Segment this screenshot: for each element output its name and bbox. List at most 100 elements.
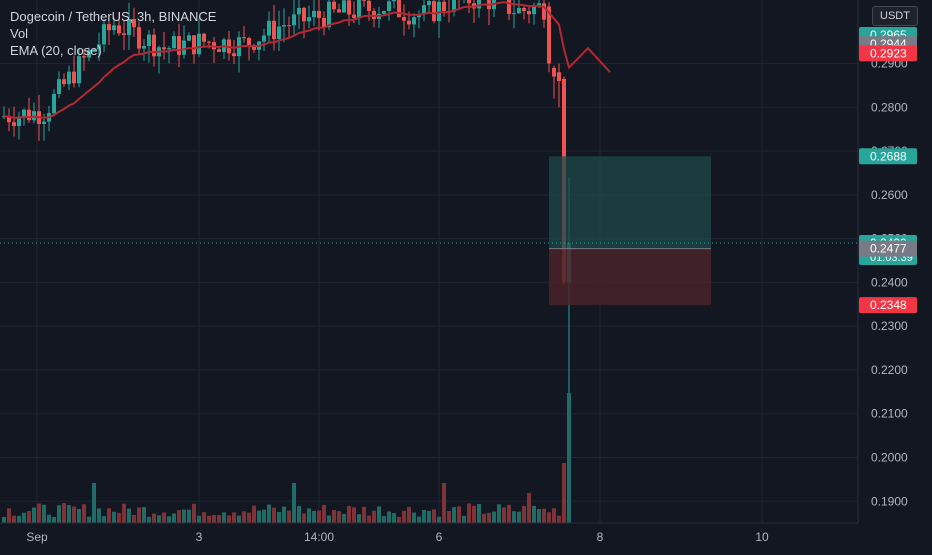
candle-up xyxy=(357,0,361,18)
y-tick-label: 0.2000 xyxy=(871,451,908,465)
volume-indicator-label[interactable]: Vol xyxy=(10,26,29,41)
candle-down xyxy=(372,10,376,19)
volume-bar xyxy=(157,515,161,523)
volume-bar xyxy=(557,515,561,523)
candle-up xyxy=(512,13,516,15)
volume-bar xyxy=(527,493,531,523)
volume-bars xyxy=(2,393,571,523)
candle-up xyxy=(327,1,331,28)
volume-bar xyxy=(232,512,236,523)
candle-down xyxy=(162,47,166,50)
price-tag-box xyxy=(859,240,917,257)
volume-bar xyxy=(367,515,371,523)
price-tag-box xyxy=(859,45,917,62)
volume-bar xyxy=(127,508,131,523)
candle-down xyxy=(557,72,561,81)
volume-bar xyxy=(552,508,556,523)
candle-up xyxy=(57,79,61,94)
volume-bar xyxy=(147,516,151,523)
volume-bar xyxy=(452,507,456,523)
y-tick-label: 0.1900 xyxy=(871,494,908,508)
volume-bar xyxy=(467,503,471,523)
candle-down xyxy=(397,0,401,18)
y-tick-label: 0.2100 xyxy=(871,407,908,421)
candle-down xyxy=(217,49,221,52)
volume-bar xyxy=(567,393,571,523)
currency-unit-button[interactable]: USDT xyxy=(872,6,918,26)
candle-up xyxy=(112,25,116,31)
volume-bar xyxy=(217,514,221,523)
volume-bar xyxy=(277,511,281,523)
candle-up xyxy=(262,35,266,42)
candle-up xyxy=(342,0,346,13)
x-tick-label: 10 xyxy=(755,530,769,544)
candle-up xyxy=(292,14,296,26)
candle-down xyxy=(247,38,251,46)
candle-up xyxy=(382,11,386,14)
candle-down xyxy=(442,1,446,11)
volume-bar xyxy=(502,507,506,523)
volume-bar xyxy=(332,510,336,523)
volume-bar xyxy=(512,511,516,523)
volume-bar xyxy=(357,514,361,523)
volume-bar xyxy=(172,513,176,523)
volume-bar xyxy=(537,508,541,523)
candle-down xyxy=(317,10,321,18)
candle-up xyxy=(427,1,431,6)
ema-indicator-label[interactable]: EMA (20, close) xyxy=(10,43,102,58)
candle-down xyxy=(252,45,256,50)
candle-down xyxy=(137,27,141,49)
candle-up xyxy=(142,46,146,49)
position-stop-zone xyxy=(549,248,711,306)
volume-bar xyxy=(457,506,461,523)
x-tick-label: 6 xyxy=(436,530,443,544)
volume-bar xyxy=(377,506,381,523)
grid-lines xyxy=(0,0,858,523)
volume-bar xyxy=(297,506,301,523)
volume-bar xyxy=(517,511,521,523)
volume-bar xyxy=(182,509,186,523)
candle-up xyxy=(52,93,56,114)
x-tick-label: 14:00 xyxy=(304,530,334,544)
candle-up xyxy=(172,36,176,49)
volume-bar xyxy=(352,507,356,523)
candle-down xyxy=(272,20,276,39)
candle-down xyxy=(542,3,546,20)
candle-up xyxy=(182,40,186,55)
volume-bar xyxy=(292,483,296,523)
volume-bar xyxy=(312,510,316,523)
volume-bar xyxy=(362,506,366,523)
volume-bar xyxy=(32,507,36,523)
volume-bar xyxy=(407,506,411,523)
volume-bar xyxy=(22,512,26,523)
candle-down xyxy=(7,116,11,123)
candle-up xyxy=(22,109,26,117)
volume-bar xyxy=(387,511,391,523)
volume-bar xyxy=(447,510,451,523)
volume-bar xyxy=(507,504,511,523)
candle-up xyxy=(67,71,71,85)
volume-bar xyxy=(402,510,406,523)
candle-down xyxy=(337,9,341,13)
y-tick-label: 0.2200 xyxy=(871,363,908,377)
candle-up xyxy=(392,0,396,2)
volume-bar xyxy=(412,512,416,523)
candle-down xyxy=(202,33,206,42)
volume-bar xyxy=(247,512,251,523)
volume-bar xyxy=(532,505,536,523)
candle-down xyxy=(302,7,306,22)
volume-bar xyxy=(472,505,476,523)
volume-bar xyxy=(72,506,76,523)
volume-bar xyxy=(522,505,526,523)
volume-bar xyxy=(202,512,206,523)
symbol-title[interactable]: Dogecoin / TetherUS, 3h, BINANCE xyxy=(10,9,217,24)
volume-bar xyxy=(177,510,181,523)
price-tag-label: 0.2477 xyxy=(870,242,907,256)
candle-up xyxy=(167,48,171,50)
volume-bar xyxy=(42,504,46,523)
volume-bar xyxy=(327,515,331,523)
volume-bar xyxy=(102,516,106,523)
volume-bar xyxy=(207,515,211,523)
